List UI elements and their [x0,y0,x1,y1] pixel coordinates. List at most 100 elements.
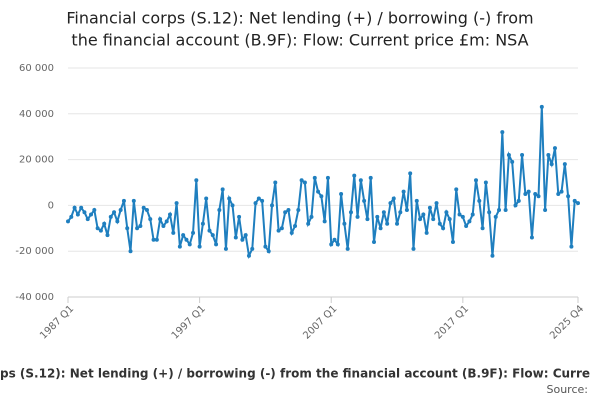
data-point [345,246,350,251]
data-point [233,235,238,240]
data-point [490,253,495,258]
data-point [250,246,255,251]
data-point [408,171,413,176]
data-point [411,246,416,251]
data-point [263,244,268,249]
data-point [467,219,472,224]
data-point [503,207,508,212]
data-point [381,210,386,215]
data-point [144,207,149,212]
data-point [276,228,281,233]
data-point [260,198,265,203]
data-point [460,214,465,219]
data-point [79,205,84,210]
data-point [444,210,449,215]
data-point [533,191,538,196]
data-point [187,242,192,247]
data-point [368,175,373,180]
data-point [82,210,87,215]
data-point [148,217,153,222]
data-point [115,219,120,224]
data-point [227,196,232,201]
data-point [480,226,485,231]
data-point [240,237,245,242]
data-point [510,159,515,164]
data-point [128,249,133,254]
data-point [520,153,525,158]
data-point [358,178,363,183]
data-point [447,217,452,222]
data-point [69,214,74,219]
x-axis-label: ps (S.12): Net lending (+) / borrowing (… [0,367,590,381]
data-point [279,226,284,231]
data-point [526,189,531,194]
x-tick-label: 1987 Q1 [38,303,76,341]
data-point [306,221,311,226]
data-point [246,253,251,258]
data-point [204,196,209,201]
data-point [372,240,376,245]
data-point [339,191,344,196]
data-point [450,240,455,245]
data-point [230,203,235,208]
data-point [335,242,340,247]
data-point [543,207,548,212]
data-point [164,219,169,224]
data-point [92,207,97,212]
data-point [536,194,541,199]
data-point [404,207,409,212]
data-point [500,130,505,135]
data-point [457,212,462,217]
data-point [516,198,521,203]
data-point [513,203,518,208]
data-point [342,221,347,226]
data-point [253,201,258,206]
data-point [385,221,390,226]
data-point [197,244,202,249]
data-point [112,210,117,215]
data-point [414,198,419,203]
data-point [118,207,123,212]
data-point [312,175,317,180]
data-point [316,189,321,194]
data-point [352,173,357,178]
data-point [401,189,406,194]
data-point [355,214,360,219]
data-point [168,212,172,217]
data-point [421,212,426,217]
x-tick-label: 2017 Q1 [433,303,471,341]
data-point [546,153,551,158]
data-point [529,235,534,240]
x-tick-label: 2007 Q1 [301,303,339,341]
source: Source: [547,383,589,396]
data-point [477,198,482,203]
data-point [378,226,383,231]
data-point [194,178,199,183]
data-point [556,191,561,196]
data-point [177,244,182,249]
y-tick-label: -20 000 [15,246,54,257]
data-point [470,212,475,217]
data-point [174,201,179,206]
y-tick-label: 60 000 [19,63,54,74]
data-point [539,104,544,109]
data-point [270,203,274,208]
data-point [388,201,393,206]
chart-title: the financial account (B.9F): Flow: Curr… [71,31,528,50]
data-line [67,106,579,260]
data-point [75,212,80,217]
data-point [85,217,90,222]
data-point [256,196,261,201]
y-tick-label: -40 000 [15,292,54,303]
data-point [434,201,439,206]
data-point [497,207,502,212]
data-point [464,224,469,229]
data-point [286,207,291,212]
data-point [299,178,304,183]
data-point [171,230,176,235]
data-point [559,189,564,194]
data-point [332,237,337,242]
data-point [200,221,205,226]
data-point [562,162,567,167]
